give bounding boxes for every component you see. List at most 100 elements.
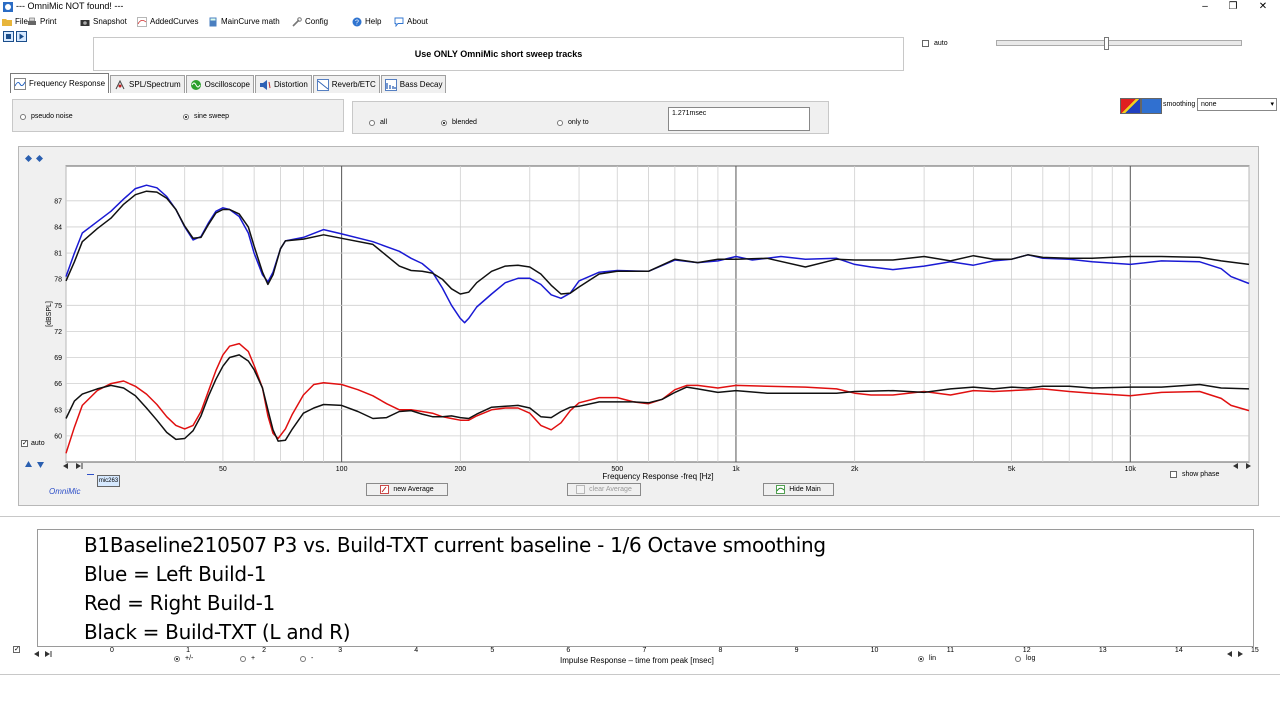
clear-average-label: clear Average (589, 486, 632, 493)
menu-about[interactable]: About (394, 15, 428, 28)
x-tick-label: 50 (219, 466, 227, 473)
show-phase-checkbox[interactable]: show phase (1170, 471, 1219, 478)
x-tick-label: 100 (336, 466, 348, 473)
chevron-down-icon[interactable]: ▾ (1270, 101, 1274, 108)
menu-help-label: Help (365, 17, 382, 26)
radio-sign-minus[interactable]: - (300, 655, 313, 662)
menu-maincurve-math[interactable]: MainCurve math (208, 15, 280, 28)
only-to-time-input[interactable]: 1.271msec (668, 107, 810, 131)
radio-sine-sweep[interactable]: sine sweep (183, 113, 229, 120)
y-tick-label: 87 (54, 198, 62, 205)
series-line-2 (65, 190, 1250, 295)
menu-snapshot[interactable]: Snapshot (80, 15, 127, 28)
impulse-tick-label: 14 (1174, 647, 1183, 654)
tab-bass-decay-label: Bass Decay (399, 80, 443, 89)
level-slider-thumb[interactable] (1104, 37, 1109, 50)
impulse-tick-label: 15 (1251, 647, 1259, 654)
x-tick-label: 500 (611, 466, 623, 473)
menu-config[interactable]: Config (292, 15, 328, 28)
distortion-icon (259, 79, 271, 90)
show-phase-checkbox-box[interactable] (1170, 471, 1177, 478)
tab-reverb-etc-label: Reverb/ETC (331, 80, 376, 89)
menu-file[interactable]: File (2, 15, 28, 28)
auto-top-checkbox[interactable]: auto (922, 40, 948, 47)
zoom-y-arrows-icon[interactable] (24, 154, 44, 163)
radio-only-to-label: only to (568, 119, 589, 126)
level-slider-track[interactable] (996, 40, 1242, 46)
impulse-auto-checkbox-box[interactable]: ✓ (13, 646, 20, 653)
radio-only-to[interactable]: only to (557, 119, 589, 126)
radio-sign-plus-dot[interactable] (240, 655, 246, 662)
speech-bubble-icon (394, 17, 404, 27)
instruction-banner-text: Use ONLY OmniMic short sweep tracks (414, 49, 583, 59)
radio-blended-label: blended (452, 119, 477, 126)
added-curves-icon (137, 16, 147, 27)
toolbar-button-1[interactable] (3, 31, 14, 42)
menu-help[interactable]: ? Help (352, 15, 381, 28)
tab-oscilloscope[interactable]: Oscilloscope (185, 75, 254, 93)
smoothing-label: smoothing (1163, 101, 1196, 108)
impulse-tick-label: 4 (414, 647, 419, 654)
clear-average-button[interactable]: clear Average (567, 483, 641, 496)
radio-sine-sweep-dot[interactable] (183, 113, 189, 120)
bass-decay-icon (384, 78, 397, 91)
auto-scale-checkbox[interactable]: ✓ auto (21, 440, 45, 447)
radio-scale-lin[interactable]: lin (918, 655, 936, 662)
scroll-y-arrows-icon[interactable] (24, 460, 46, 469)
y-tick-label: 75 (54, 303, 62, 310)
annotation-textbox[interactable] (37, 529, 1254, 647)
radio-all-dot[interactable] (369, 119, 375, 126)
auto-top-checkbox-box[interactable] (922, 40, 929, 47)
tab-bass-decay[interactable]: Bass Decay (380, 75, 447, 93)
radio-sign-plus[interactable]: + (240, 655, 255, 662)
x-tick-label: 200 (454, 466, 466, 473)
show-phase-label: show phase (1182, 471, 1220, 478)
new-average-icon (380, 485, 390, 494)
auto-top-label: auto (934, 40, 948, 47)
radio-sign-plusminus-dot[interactable] (174, 655, 180, 662)
impulse-scroll-left-icon[interactable] (33, 650, 55, 658)
radio-sign-minus-dot[interactable] (300, 655, 306, 662)
annotation-line-black: Black = Build-TXT (L and R) (84, 620, 351, 644)
x-scroll-left-icon[interactable] (62, 462, 88, 470)
minimize-button[interactable]: – (1202, 1, 1208, 12)
maximize-button[interactable]: ❐ (1228, 1, 1238, 12)
radio-sign-plusminus[interactable]: +/- (174, 655, 193, 662)
clear-average-icon (576, 485, 586, 494)
radio-blended-dot[interactable] (441, 119, 447, 126)
radio-only-to-dot[interactable] (557, 119, 563, 126)
radio-blended[interactable]: blended (441, 119, 477, 126)
toolbar-button-2[interactable] (16, 31, 27, 42)
menu-config-label: Config (305, 17, 329, 26)
radio-scale-log-dot[interactable] (1015, 655, 1021, 662)
close-button[interactable]: ✕ (1258, 1, 1268, 12)
tab-frequency-response[interactable]: Frequency Response (10, 73, 110, 93)
x-scroll-right-icon[interactable] (1232, 462, 1256, 470)
smoothing-select[interactable]: none ▾ (1197, 98, 1277, 111)
impulse-scroll-right-icon[interactable] (1226, 650, 1248, 658)
menu-addedcurves[interactable]: AddedCurves (137, 15, 198, 28)
menu-print[interactable]: Print (27, 15, 56, 28)
plot-grid (65, 166, 1250, 462)
new-average-button[interactable]: new Average (366, 483, 448, 496)
impulse-auto-checkbox[interactable]: ✓ (13, 646, 22, 655)
radio-scale-log[interactable]: log (1015, 655, 1035, 662)
menu-about-label: About (407, 17, 428, 26)
section-divider (0, 516, 1280, 517)
radio-all[interactable]: all (369, 119, 387, 126)
radio-scale-lin-dot[interactable] (918, 655, 924, 662)
bottom-divider (0, 674, 1280, 675)
tab-distortion[interactable]: Distortion (254, 75, 312, 93)
tab-reverb-etc[interactable]: Reverb/ETC (312, 75, 380, 93)
radio-pseudo-noise[interactable]: pseudo noise (20, 113, 73, 120)
curve-color-button[interactable] (1141, 98, 1162, 114)
frequency-response-icon (14, 77, 26, 90)
x-tick-label: 2k (851, 466, 859, 473)
radio-pseudo-noise-dot[interactable] (20, 113, 26, 120)
x-tick-label: 5k (1008, 466, 1016, 473)
color-picker-button[interactable] (1120, 98, 1141, 114)
auto-scale-checkbox-box[interactable]: ✓ (21, 440, 28, 447)
reverb-etc-icon (316, 78, 329, 91)
tab-spl-spectrum[interactable]: SPL/Spectrum (110, 75, 185, 93)
hide-main-button[interactable]: Hide Main (763, 483, 834, 496)
